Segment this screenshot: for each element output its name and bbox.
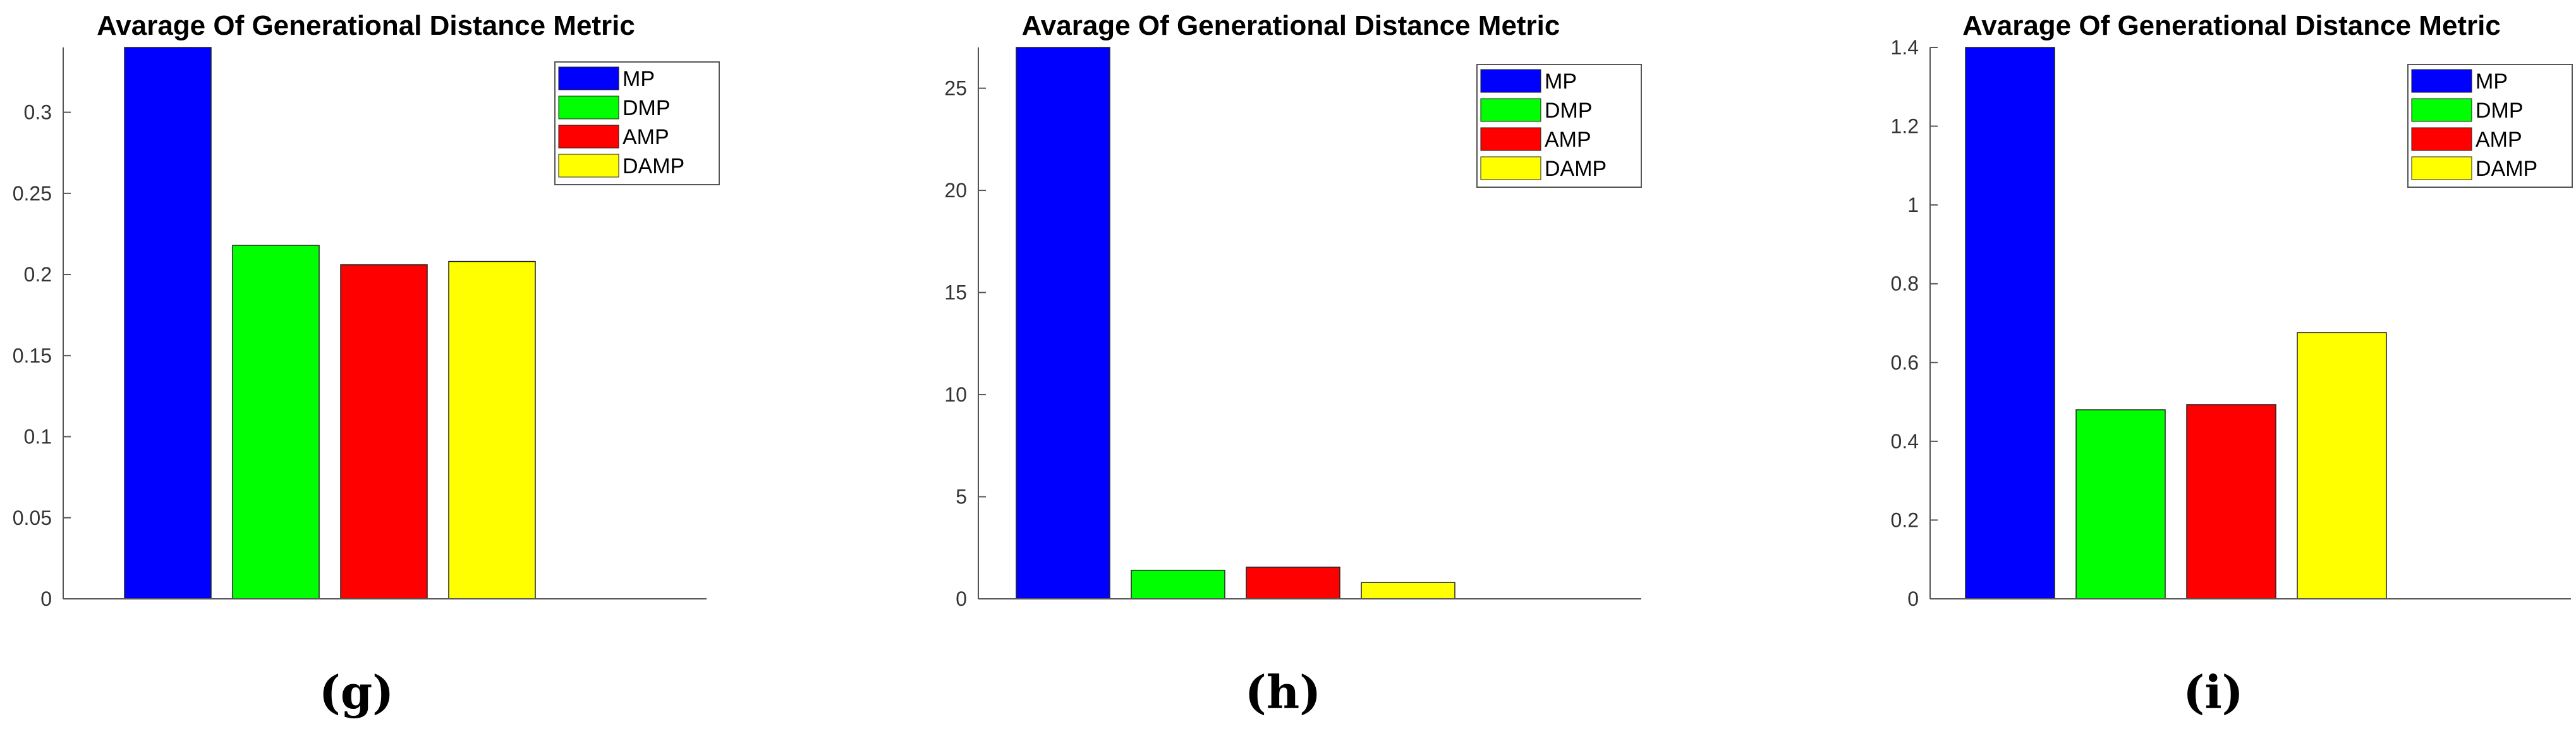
legend: MP DMP AMP DAMP <box>2407 64 2573 188</box>
legend-swatch-mp <box>1480 69 1541 93</box>
y-tick-label: 15 <box>944 281 967 304</box>
legend: MP DMP AMP DAMP <box>1476 64 1642 188</box>
y-tick-label: 0.05 <box>13 507 52 529</box>
bar-amp <box>340 264 428 599</box>
chart-panel-h: Avarage Of Generational Distance Metric 0… <box>944 10 1642 719</box>
chart-title: Avarage Of Generational Distance Metric <box>1022 10 1560 41</box>
bar-damp <box>1361 582 1455 599</box>
y-tick-label: 10 <box>944 383 967 406</box>
legend-label-amp: AMP <box>623 125 669 149</box>
y-tick-label: 0.2 <box>1891 508 1919 531</box>
legend-label-dmp: DMP <box>623 96 671 120</box>
legend-swatch-dmp <box>1480 98 1541 122</box>
bar-damp <box>448 261 536 599</box>
panel-caption: (i) <box>2183 665 2243 719</box>
bar-amp <box>1246 567 1340 599</box>
y-tick-label: 0.6 <box>1891 351 1919 374</box>
panel-caption: (g) <box>319 665 394 719</box>
legend-label-dmp: DMP <box>2476 99 2524 123</box>
panel-caption: (h) <box>1245 665 1321 719</box>
y-tick-label: 0.8 <box>1891 273 1919 295</box>
y-tick-label: 0 <box>956 587 967 610</box>
y-tick-label: 0.15 <box>13 344 52 367</box>
legend-swatch-amp <box>2411 127 2472 151</box>
bar-amp <box>2186 404 2276 599</box>
legend-swatch-damp <box>2411 156 2472 180</box>
legend: MP DMP AMP DAMP <box>554 61 720 185</box>
legend-label-mp: MP <box>623 67 655 91</box>
y-tick-label: 0.3 <box>24 101 52 124</box>
legend-label-damp: DAMP <box>2476 157 2537 181</box>
y-tick-label: 1 <box>1907 194 1919 216</box>
y-tick-label: 20 <box>944 179 967 202</box>
bar-mp <box>124 47 212 599</box>
chart-panel-i: Avarage Of Generational Distance Metric 0… <box>1891 10 2573 719</box>
y-tick-label: 1.4 <box>1891 36 1919 59</box>
legend-swatch-damp <box>1480 156 1541 180</box>
bar-dmp <box>1131 570 1225 599</box>
legend-swatch-mp <box>2411 69 2472 93</box>
y-tick-label: 0.1 <box>24 426 52 448</box>
bar-dmp <box>2075 409 2166 599</box>
chart-title: Avarage Of Generational Distance Metric <box>1962 10 2501 41</box>
legend-label-mp: MP <box>1545 70 1577 94</box>
bar-mp <box>1016 47 1110 599</box>
legend-label-dmp: DMP <box>1545 99 1593 123</box>
y-tick-label: 1.2 <box>1891 115 1919 138</box>
chart-title: Avarage Of Generational Distance Metric <box>97 10 635 41</box>
legend-swatch-mp <box>558 66 619 90</box>
legend-swatch-dmp <box>2411 98 2472 122</box>
y-tick-label: 5 <box>956 486 967 508</box>
y-tick-label: 0 <box>40 587 52 610</box>
legend-label-damp: DAMP <box>623 154 684 178</box>
legend-label-mp: MP <box>2476 70 2508 94</box>
legend-label-amp: AMP <box>1545 128 1591 152</box>
y-tick-label: 0.4 <box>1891 430 1919 453</box>
y-tick-label: 0.2 <box>24 263 52 286</box>
legend-swatch-damp <box>558 154 619 178</box>
legend-label-amp: AMP <box>2476 128 2522 152</box>
legend-swatch-dmp <box>558 95 619 120</box>
bar-dmp <box>232 245 320 599</box>
y-tick-label: 0.25 <box>13 182 52 205</box>
bar-damp <box>2297 332 2387 599</box>
y-tick-label: 25 <box>944 77 967 100</box>
legend-swatch-amp <box>558 125 619 149</box>
chart-panel-g: Avarage Of Generational Distance Metric 0… <box>13 10 720 719</box>
legend-swatch-amp <box>1480 127 1541 151</box>
legend-label-damp: DAMP <box>1545 157 1607 181</box>
bar-mp <box>1965 47 2055 599</box>
y-tick-label: 0 <box>1907 587 1919 610</box>
